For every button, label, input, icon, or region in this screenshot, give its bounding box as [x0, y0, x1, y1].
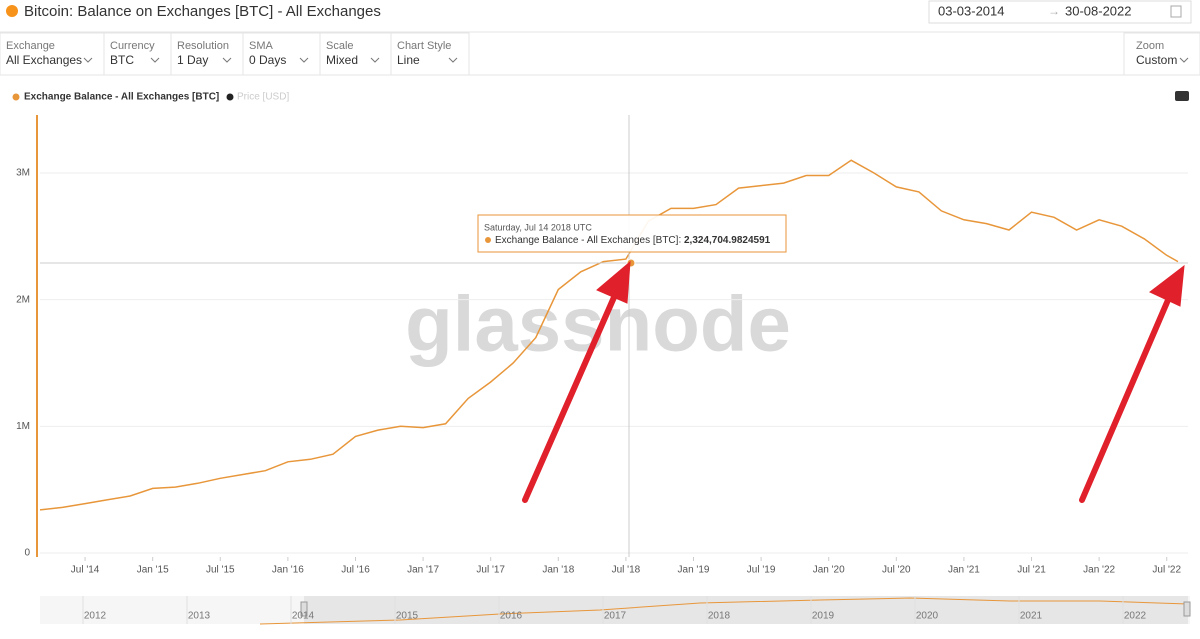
control[interactable]	[242, 32, 321, 76]
x-tick-label: Jan '22	[1083, 565, 1115, 576]
navigator-year: 2016	[500, 611, 523, 622]
tooltip	[477, 214, 787, 253]
x-tick-label: Jan '17	[407, 565, 439, 576]
navigator-year: 2013	[188, 611, 211, 622]
navigator-year: 2021	[1020, 611, 1043, 622]
x-tick-label: Jul '19	[747, 565, 776, 576]
x-tick-label: Jan '20	[813, 565, 845, 576]
navigator-year: 2015	[396, 611, 419, 622]
control[interactable]	[0, 32, 105, 76]
dropdown-caret	[299, 57, 309, 63]
control-value: Custom	[1136, 53, 1177, 67]
x-tick-label: Jul '21	[1017, 565, 1046, 576]
x-tick-label: Jan '15	[137, 565, 169, 576]
navigator-handle[interactable]	[1183, 601, 1191, 617]
control-label: Scale	[326, 40, 354, 52]
navigator-year: 2020	[916, 611, 939, 622]
y-tick-label: 1M	[16, 421, 30, 432]
dropdown-caret	[448, 57, 458, 63]
x-tick-label: Jul '22	[1152, 565, 1181, 576]
dropdown-caret	[222, 57, 232, 63]
x-tick-label: Jul '14	[71, 565, 100, 576]
y-tick-label: 3M	[16, 168, 30, 179]
control-value: Mixed	[326, 53, 358, 67]
plot: 0 1M 2M 3M Jul '14 Jan '15 Jul '15 Jan '16 Jul '…	[16, 115, 1188, 576]
navigator-year: 2019	[812, 611, 835, 622]
tooltip-series: Exchange Balance - All Exchanges [BTC]	[495, 235, 679, 246]
end-date[interactable]: 30-08-2022	[1065, 3, 1132, 18]
y-tick-label: 2M	[16, 294, 30, 305]
arrow: →	[1048, 4, 1060, 18]
navigator-year: 2018	[708, 611, 731, 622]
data-line	[39, 159, 1179, 511]
bitcoin-icon	[6, 5, 18, 17]
page-title: Bitcoin: Balance on Exchanges [BTC] - Al…	[24, 3, 381, 20]
x-tick-label: Jul '20	[882, 565, 911, 576]
navigator-selection[interactable]	[304, 596, 1188, 624]
x-tick-label: Jan '21	[948, 565, 980, 576]
calendar-icon[interactable]	[1170, 5, 1182, 18]
control-label: Chart Style	[397, 40, 451, 52]
x-tick-label: Jan '16	[272, 565, 304, 576]
navigator-year: 2014	[292, 611, 315, 622]
tooltip-dot	[485, 237, 491, 243]
dropdown-caret	[83, 57, 93, 63]
control-value: 1 Day	[177, 53, 208, 67]
navigator-year: 2012	[84, 611, 107, 622]
legend-entry[interactable]: Exchange Balance - All Exchanges [BTC]	[24, 92, 219, 103]
control-label: Zoom	[1136, 40, 1164, 52]
control[interactable]	[390, 32, 470, 76]
annotation-arrows	[522, 260, 1185, 503]
x-tick-label: Jan '18	[542, 565, 574, 576]
control-value: Line	[397, 53, 420, 67]
control-value: All Exchanges	[6, 53, 82, 67]
tooltip-entry: Exchange Balance - All Exchanges [BTC]: …	[495, 235, 771, 246]
legend-dot	[12, 93, 20, 101]
navigator-year: 2017	[604, 611, 627, 622]
control[interactable]	[319, 32, 392, 76]
camera-icon[interactable]	[1175, 91, 1189, 101]
control-label: Exchange	[6, 40, 55, 52]
control-value: 0 Days	[249, 53, 286, 67]
x-tick-label: Jul '16	[341, 565, 370, 576]
x-tick-label: Jul '18	[612, 565, 641, 576]
y-tick-label: 0	[24, 548, 30, 559]
control[interactable]	[103, 32, 172, 76]
tooltip-date: Saturday, Jul 14 2018 UTC	[484, 222, 592, 232]
tooltip-value: 2,324,704.9824591	[684, 235, 771, 246]
control-label: Resolution	[177, 40, 229, 52]
dropdown-caret	[370, 57, 380, 63]
watermark: glassnode	[405, 280, 791, 368]
legend-entry[interactable]: Price [USD]	[237, 92, 289, 103]
navigator-year: 2022	[1124, 611, 1147, 622]
x-tick-label: Jul '15	[206, 565, 235, 576]
navigator-handle[interactable]	[300, 601, 308, 617]
navigator-labels: 2012 2013 2014 2015 2016 2017 2018 2019 2020 2021…	[82, 596, 1147, 624]
legend-dot	[226, 93, 234, 101]
control-label: Currency	[110, 40, 155, 52]
start-date[interactable]: 03-03-2014	[938, 3, 1005, 18]
dropdown-caret	[150, 57, 160, 63]
navigator-line	[259, 597, 1189, 625]
x-tick-label: Jan '19	[678, 565, 710, 576]
control-label: SMA	[249, 40, 274, 52]
x-tick-label: Jul '17	[476, 565, 505, 576]
date-range[interactable]	[928, 0, 1192, 24]
dropdown-caret	[1179, 57, 1189, 63]
control[interactable]	[1123, 32, 1200, 76]
control-value: BTC	[110, 53, 134, 67]
